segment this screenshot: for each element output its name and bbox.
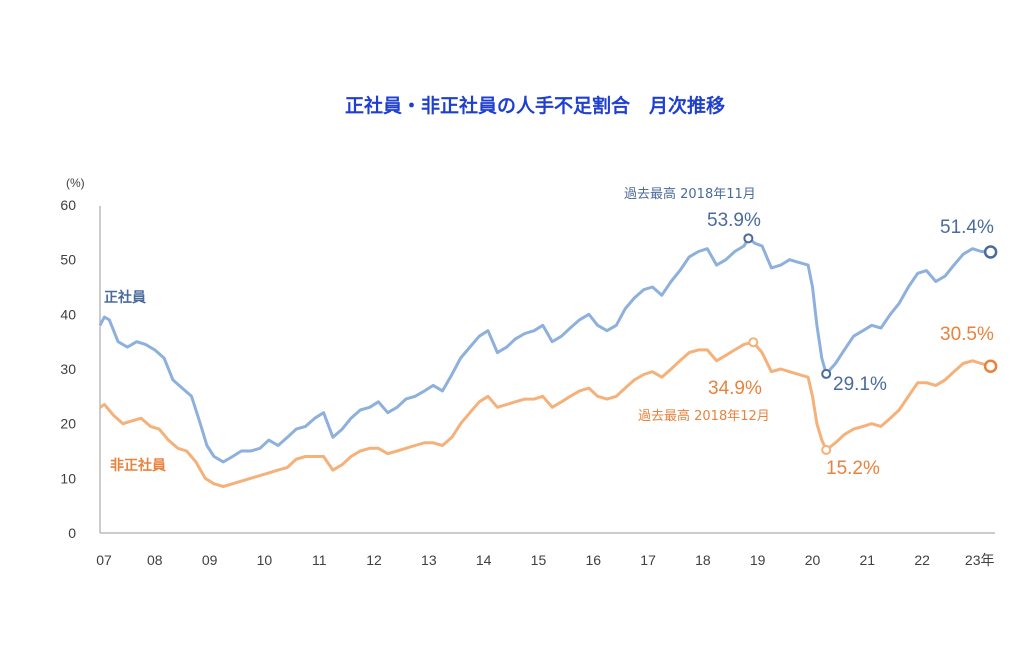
x-tick-label: 17: [640, 552, 656, 568]
x-tick-label: 08: [147, 552, 163, 568]
non-regular-peak-marker: [748, 337, 759, 348]
x-tick-label: 23年: [965, 552, 995, 568]
x-tick-label: 14: [476, 552, 492, 568]
x-tick-label: 10: [257, 552, 273, 568]
regular-peak-marker: [743, 233, 754, 244]
x-tick-label: 12: [366, 552, 382, 568]
x-tick-label: 07: [96, 552, 112, 568]
x-tick-label: 09: [202, 552, 218, 568]
regular-trough-value: 29.1%: [833, 374, 887, 395]
regular-latest-marker: [983, 245, 998, 259]
y-tick-label: 10: [60, 470, 76, 486]
x-axis-ticks: 07 08 09 10 11 12 13 14 15 16 17 18 19 20 21 22 23年: [96, 552, 994, 568]
x-tick-label: 13: [421, 552, 437, 568]
y-tick-label: 20: [60, 416, 76, 432]
y-tick-label: 60: [60, 197, 76, 213]
regular-peak-value: 53.9%: [707, 210, 761, 231]
y-tick-label: 30: [60, 361, 76, 377]
regular-latest-value: 51.4%: [940, 217, 994, 238]
y-tick-label: 40: [60, 306, 76, 322]
non-regular-peak-note: 過去最高 2018年12月: [638, 408, 770, 424]
regular-trough-marker: [821, 368, 832, 379]
y-tick-label: 0: [68, 525, 76, 541]
non-regular-latest-marker: [983, 359, 998, 374]
x-tick-label: 19: [750, 552, 766, 568]
regular-series-label: 正社員: [104, 289, 146, 306]
x-tick-label: 18: [695, 552, 711, 568]
x-tick-label: 16: [585, 552, 601, 568]
non-regular-peak-value: 34.9%: [708, 378, 762, 399]
non-regular-latest-value: 30.5%: [940, 324, 994, 345]
x-tick-label: 21: [860, 552, 876, 568]
y-tick-label: 50: [60, 252, 76, 268]
x-tick-label: 11: [312, 552, 327, 568]
x-tick-label: 20: [805, 552, 821, 568]
chart-title: 正社員・非正社員の人手不足割合 月次推移: [345, 94, 725, 117]
non-regular-trough-marker: [821, 444, 832, 455]
series-line-non-regular: [99, 340, 992, 488]
non-regular-series-label: 非正社員: [110, 457, 166, 474]
regular-peak-note: 過去最高 2018年11月: [624, 186, 756, 202]
series-line-regular: [98, 236, 991, 464]
x-tick-label: 15: [531, 552, 547, 568]
non-regular-trough-value: 15.2%: [826, 458, 880, 479]
y-axis-unit: (%): [66, 176, 85, 190]
y-axis-ticks: 0 10 20 30 40 50 60: [60, 197, 76, 541]
x-tick-label: 22: [914, 552, 930, 568]
